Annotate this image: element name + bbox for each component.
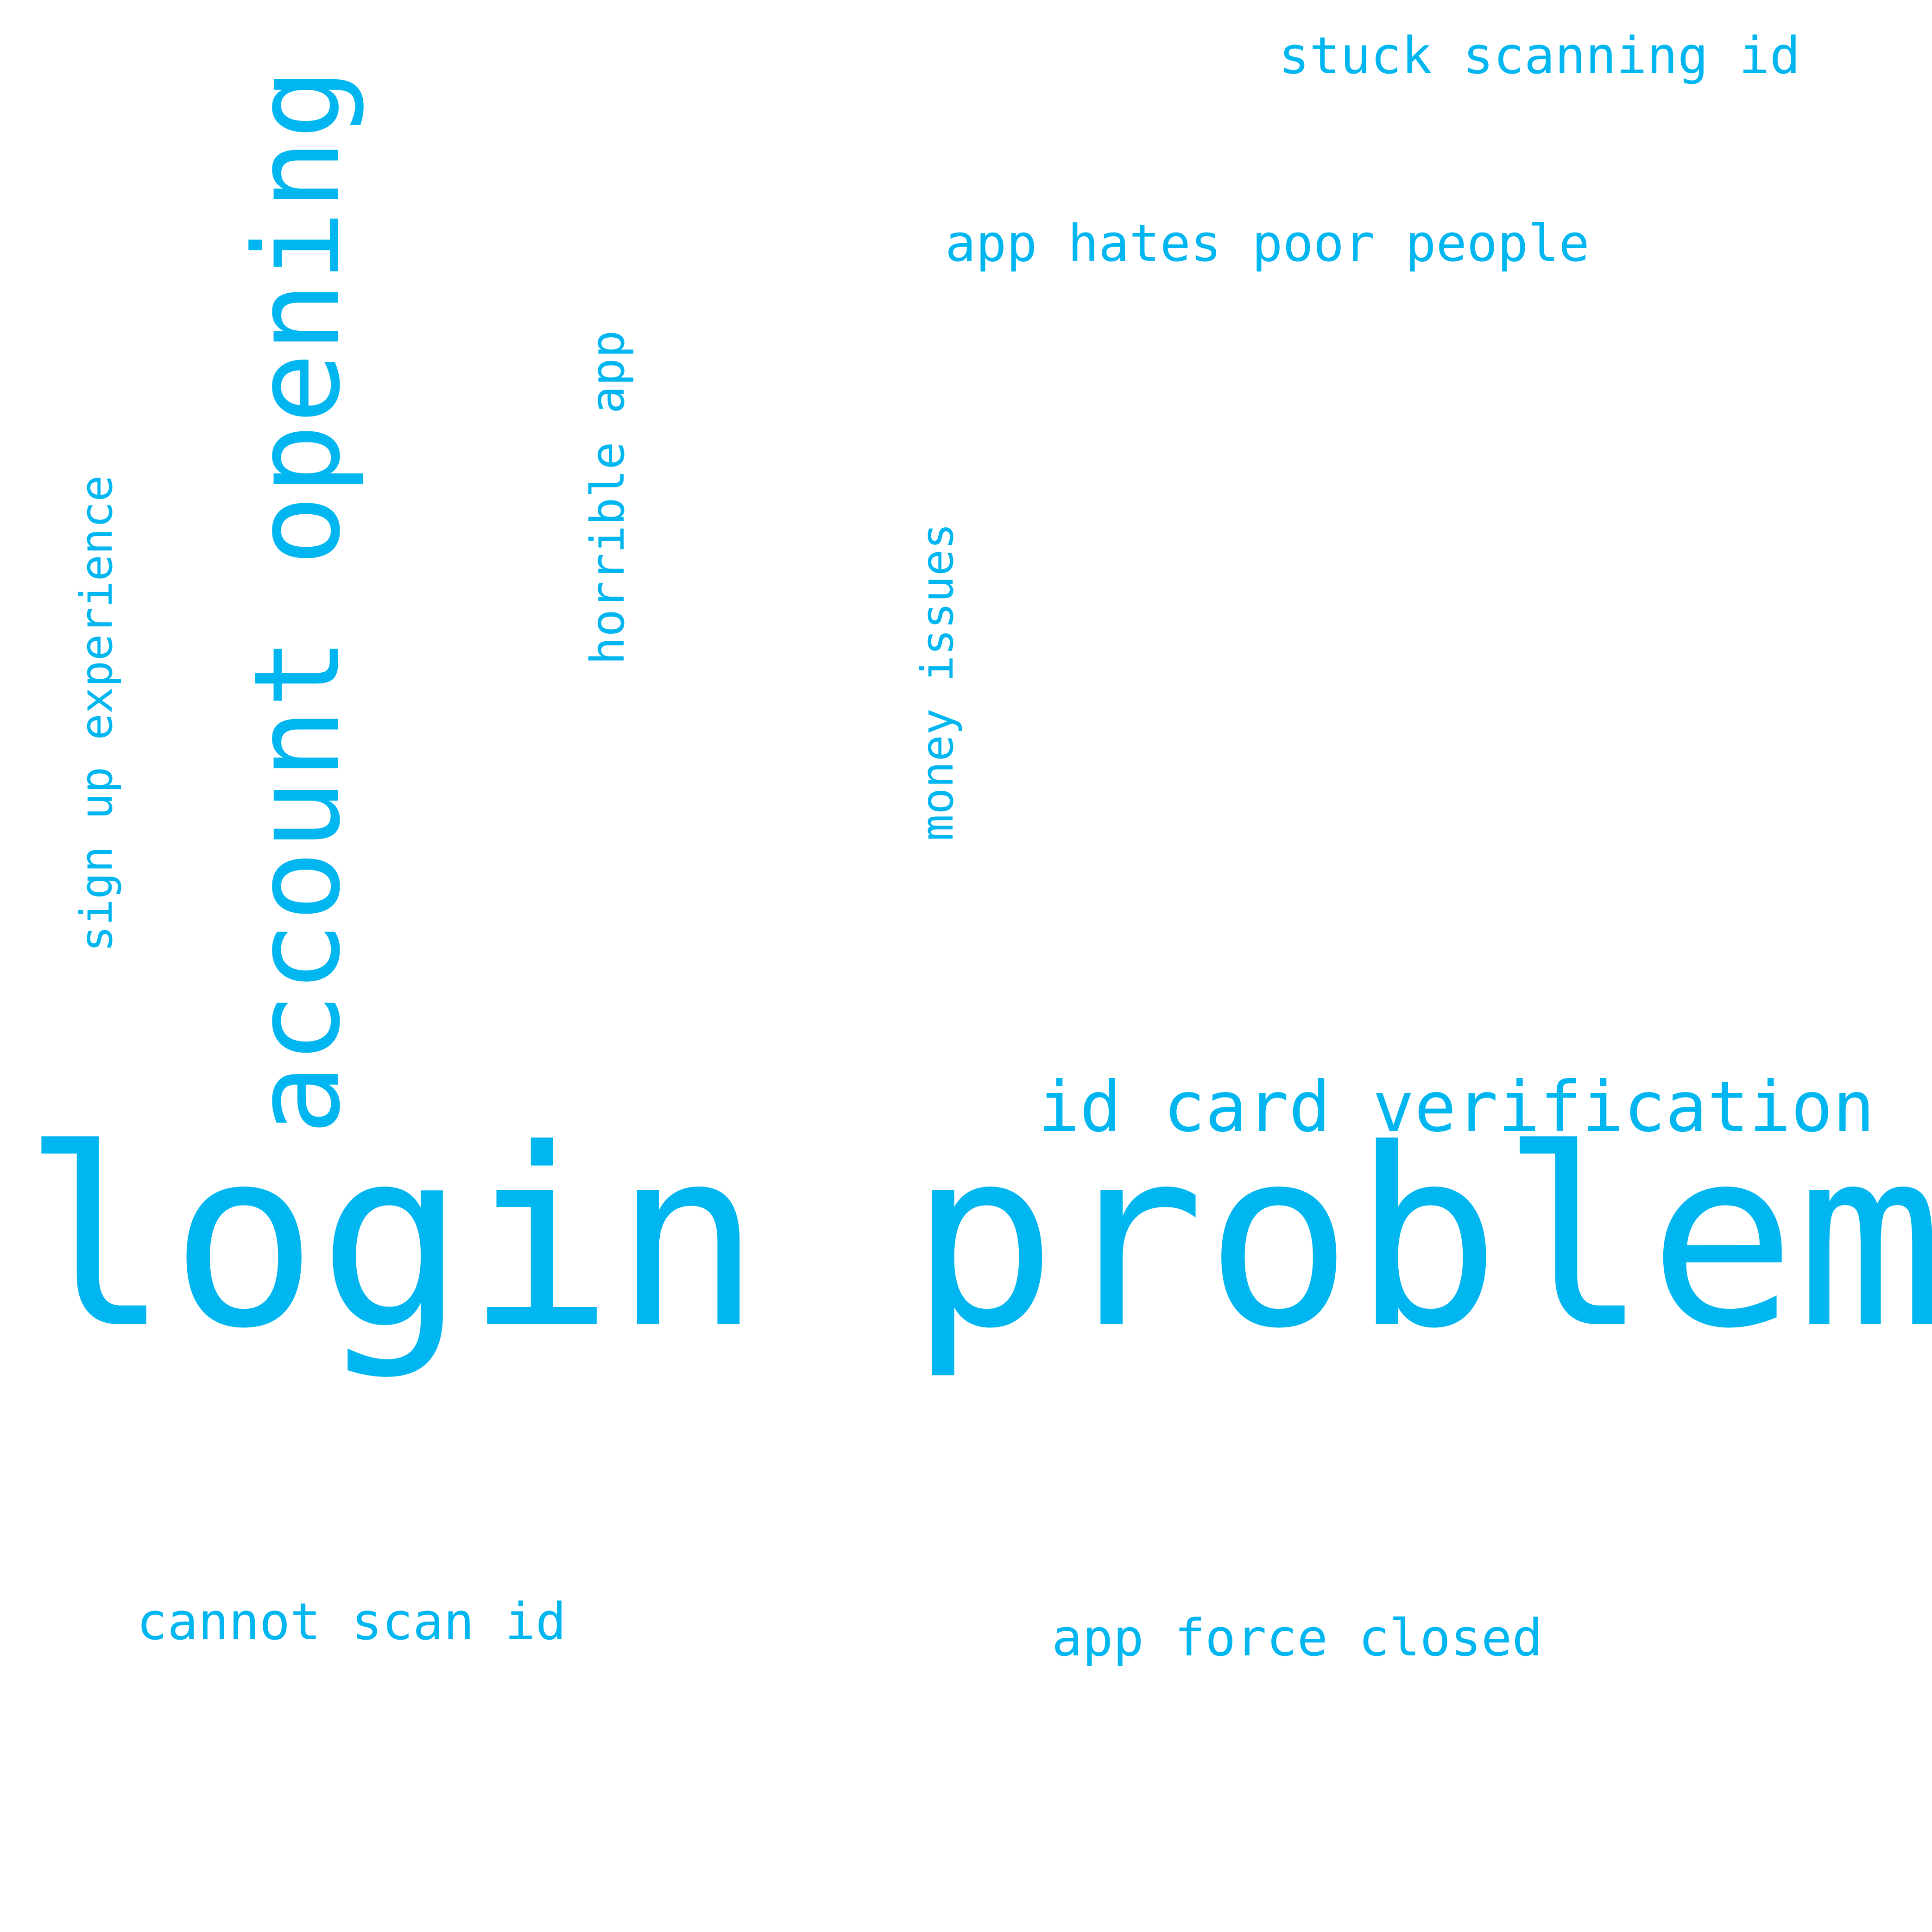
word-login-problems: login problems xyxy=(22,1096,1932,1382)
word-app-hates-poor-people: app hates poor people xyxy=(945,214,1590,273)
word-id-card-verification: id card verification xyxy=(1038,1067,1875,1148)
word-app-force-closed: app force closed xyxy=(1052,1608,1543,1667)
word-horrible-app: horrible app xyxy=(581,330,635,665)
word-sign-up-experience: sign up experience xyxy=(71,475,122,952)
word-cannot-scan-id: cannot scan id xyxy=(137,1592,567,1651)
word-account-opening: account opening xyxy=(229,68,366,1135)
word-stuck-scanning-id: stuck scanning id xyxy=(1279,26,1800,85)
word-money-issues: money issues xyxy=(912,523,963,841)
